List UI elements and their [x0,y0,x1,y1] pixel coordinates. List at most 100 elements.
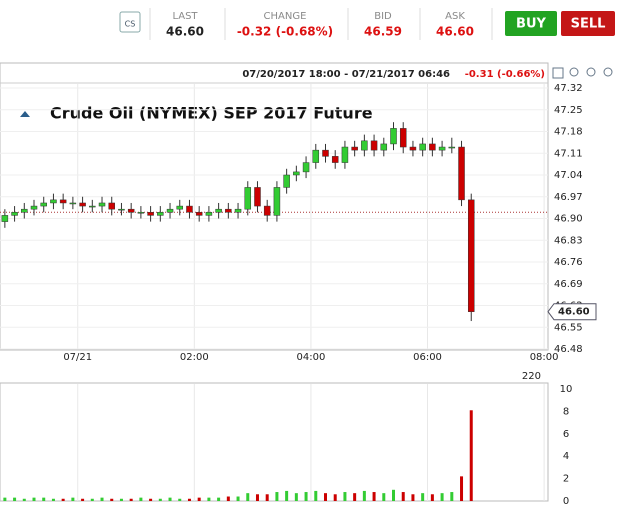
sell-label: SELL [571,17,606,32]
candle-body [341,146,349,163]
volume-bar [3,497,7,501]
volume-tick-label: 0 [563,496,569,507]
change-value: -0.32 (-0.68%) [237,25,333,39]
volume-bar [304,492,308,501]
volume-bar [440,493,444,501]
candle-body [108,202,115,210]
candle-body [79,202,86,207]
bid-value: 46.59 [364,25,402,39]
volume-bar [90,498,94,501]
candle-body [302,162,310,173]
candle-body [380,143,388,151]
zoom-out-icon[interactable] [603,67,613,77]
y-tick-label: 46.55 [554,322,583,333]
volume-bar [469,410,473,501]
volume-bar [42,497,46,501]
candle-body [195,212,203,216]
x-tick-label: 04:00 [297,352,326,363]
volume-bar [255,494,259,501]
volume-bar [411,494,415,501]
candle-body [205,212,213,216]
buy-button[interactable] [505,11,557,36]
candle-body [458,146,465,201]
candle-body [176,205,184,210]
candle-body [69,202,77,205]
volume-bar [119,498,123,501]
y-tick-label: 47.04 [554,170,583,181]
volume-bar [382,493,386,501]
volume-bar [421,493,425,501]
candle-body [263,205,271,216]
y-tick-label: 46.97 [554,192,583,203]
volume-bar [197,497,201,501]
last-label: LAST [172,11,198,22]
volume-bar [139,497,143,501]
sell-button[interactable] [561,11,615,36]
candle-body [186,205,193,213]
price-tag-label: 46.60 [558,307,590,318]
candle-body [98,202,106,207]
cs-icon[interactable] [119,11,141,33]
zoom-icon[interactable] [569,67,579,77]
candle-body [399,128,407,148]
candle-body [215,208,222,213]
volume-tick-label: 2 [563,474,569,485]
volume-bar [129,498,133,501]
volume-bar [13,497,17,501]
volume-bar [207,497,211,501]
bid-label: BID [374,11,392,22]
candle-body [30,205,38,210]
y-tick-label: 46.69 [554,279,583,290]
volume-bar [32,497,36,501]
y-tick-label: 46.48 [554,344,583,355]
candle-body [147,212,154,216]
collapse-icon[interactable] [20,111,30,117]
volume-bar [236,496,240,501]
candle-body [322,149,329,157]
candle-body [467,199,475,312]
candle-body [166,208,174,213]
volume-bar [217,497,221,501]
y-tick-label: 47.32 [554,83,583,94]
volume-bar [61,498,65,501]
last-value: 46.60 [166,25,204,39]
volume-bar [294,493,298,501]
volume-bar [81,498,85,501]
volume-bar [430,494,434,501]
candle-body [283,174,290,188]
volume-bar [226,496,230,501]
volume-bar [353,493,357,501]
chart-title: Crude Oil (NYMEX) SEP 2017 Future [50,104,373,123]
volume-pane [0,382,549,502]
volume-bar [450,492,454,501]
candle-body [370,140,378,151]
volume-bar [401,492,405,501]
volume-bar [314,490,318,501]
volume-bar [22,498,26,501]
candle-body [331,156,339,163]
candle-body [273,187,281,216]
volume-bar [100,497,104,501]
volume-tick-label: 6 [563,429,569,440]
candle-body [361,140,368,151]
candle-body [419,143,426,151]
y-tick-label: 47.18 [554,127,583,138]
candle-body [118,208,125,211]
candle-body [40,202,47,207]
candle-body [11,212,18,216]
volume-bar [275,492,279,501]
volume-bar [246,493,250,501]
volume-tick-label: 10 [560,384,573,395]
volume-bar [285,490,289,501]
volume-bar [323,493,327,501]
fit-icon[interactable] [552,67,564,79]
candle-body [390,128,397,145]
range-text: 07/20/2017 18:00 - 07/21/2017 06:46 [242,69,450,80]
volume-bar [343,492,347,501]
candle-body [157,212,164,216]
ask-value: 46.60 [436,25,474,39]
candle-body [137,212,145,214]
candle-body [244,187,252,210]
zoom-in-icon[interactable] [586,67,596,77]
